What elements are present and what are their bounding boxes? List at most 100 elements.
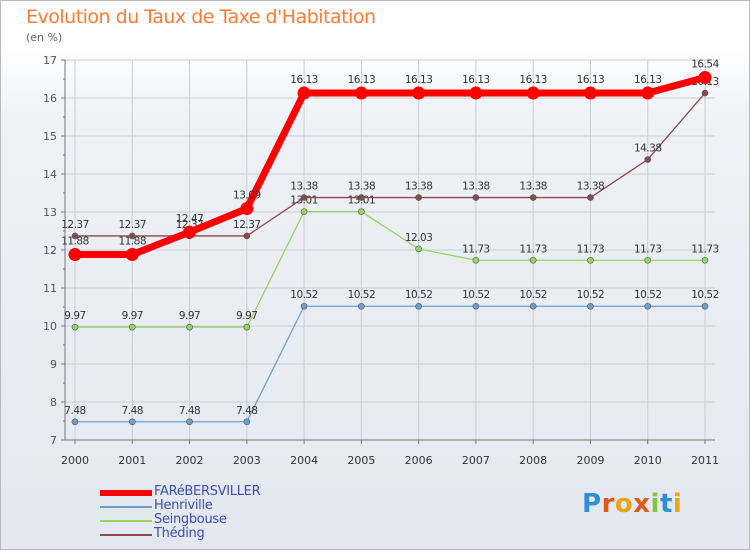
data-label: 11.88 [61, 236, 89, 248]
x-tick-label: 2001 [118, 454, 146, 467]
data-label: 16.13 [577, 74, 605, 86]
data-label: 12.37 [233, 219, 261, 231]
y-tick-label: 12 [43, 244, 57, 257]
data-point [128, 418, 136, 426]
data-point [701, 302, 709, 310]
data-point [583, 86, 597, 100]
x-tick-label: 2002 [176, 454, 204, 467]
data-label: 13.38 [405, 181, 433, 193]
data-label: 13.38 [290, 181, 318, 193]
data-point [128, 232, 136, 240]
data-label: 10.52 [691, 289, 719, 301]
x-tick-label: 2005 [347, 454, 375, 467]
data-point [354, 86, 368, 100]
data-label: 12.37 [118, 219, 146, 231]
data-label: 13.38 [519, 181, 547, 193]
data-label: 13.38 [462, 181, 490, 193]
data-point [128, 323, 136, 331]
data-label: 9.97 [122, 310, 143, 322]
data-label: 14.38 [634, 143, 662, 155]
data-point [415, 194, 422, 201]
data-point [526, 86, 540, 100]
logo-letter: t [659, 489, 673, 519]
data-point [358, 208, 365, 215]
legend-label: Théding [154, 526, 205, 541]
data-label: 16.13 [290, 74, 318, 86]
data-point [698, 70, 712, 84]
data-label: 7.48 [179, 405, 200, 417]
logo-letter: x [633, 489, 651, 519]
data-label: 12.03 [405, 232, 433, 244]
data-label: 10.52 [405, 289, 433, 301]
data-point [644, 302, 652, 310]
data-point [701, 256, 709, 264]
data-point [641, 86, 655, 100]
logo-letter: i [672, 489, 683, 519]
logo-letter: o [614, 489, 634, 519]
data-point [469, 86, 483, 100]
logo-letter: P [582, 489, 602, 519]
data-label: 11.73 [634, 243, 662, 255]
chart-unit: (en %) [26, 31, 63, 44]
data-point [358, 302, 365, 310]
data-point [243, 418, 251, 426]
data-label: 12.37 [61, 219, 89, 231]
data-label: 16.54 [691, 58, 719, 70]
y-tick-label: 15 [43, 130, 57, 143]
x-tick-label: 2000 [61, 454, 89, 467]
data-point [186, 323, 193, 331]
x-tick-label: 2006 [405, 454, 433, 467]
y-tick-label: 10 [43, 320, 57, 333]
legend-swatch [100, 534, 152, 536]
data-point [529, 256, 537, 264]
x-tick-label: 2007 [462, 454, 490, 467]
data-label: 10.52 [462, 289, 490, 301]
series-seingbouse: 9.979.979.979.9713.0113.0112.0311.7311.7… [64, 195, 719, 331]
data-point [68, 248, 82, 262]
data-point [297, 86, 311, 100]
data-label: 9.97 [179, 310, 200, 322]
data-point [529, 302, 537, 310]
legend-swatch [100, 520, 152, 522]
data-point [472, 302, 480, 310]
legend-label: Henriville [154, 498, 213, 513]
legend-label: Seingbouse [154, 512, 227, 527]
data-label: 9.97 [64, 310, 85, 322]
data-point [186, 418, 193, 426]
y-tick-label: 11 [43, 282, 57, 295]
y-tick-label: 7 [50, 434, 57, 447]
data-label: 10.52 [348, 289, 376, 301]
data-point [71, 232, 79, 240]
data-point [472, 256, 480, 264]
data-label: 16.13 [462, 74, 490, 86]
x-tick-label: 2010 [634, 454, 662, 467]
data-point [300, 302, 308, 310]
x-tick-label: 2004 [290, 454, 318, 467]
data-point [358, 194, 365, 201]
data-point [587, 194, 594, 201]
data-point [71, 323, 79, 331]
data-label: 7.48 [64, 405, 85, 417]
data-label: 7.48 [236, 405, 257, 417]
data-label: 16.13 [519, 74, 547, 86]
data-label: 13.09 [233, 190, 261, 202]
data-point [71, 418, 79, 426]
data-point [415, 302, 422, 310]
series-henriville: 7.48 7.48 7.48 7.48 10.52 10.52 10.52 10.52 10.5… [64, 289, 719, 426]
series-line [75, 92, 706, 237]
y-tick-label: 17 [43, 54, 57, 67]
chart-title: Evolution du Taux de Taxe d'Habitation [26, 6, 376, 28]
data-point [587, 302, 594, 310]
data-label: 11.73 [691, 243, 719, 255]
data-label: 16.13 [634, 74, 662, 86]
legend-label: FARéBERSVILLER [154, 484, 261, 499]
y-tick-label: 9 [50, 358, 57, 371]
data-label: 11.88 [118, 236, 146, 248]
data-point [243, 323, 251, 331]
y-tick-label: 8 [50, 396, 57, 409]
y-tick-label: 16 [43, 92, 57, 105]
data-label: 11.73 [519, 243, 547, 255]
series-line [75, 305, 705, 423]
